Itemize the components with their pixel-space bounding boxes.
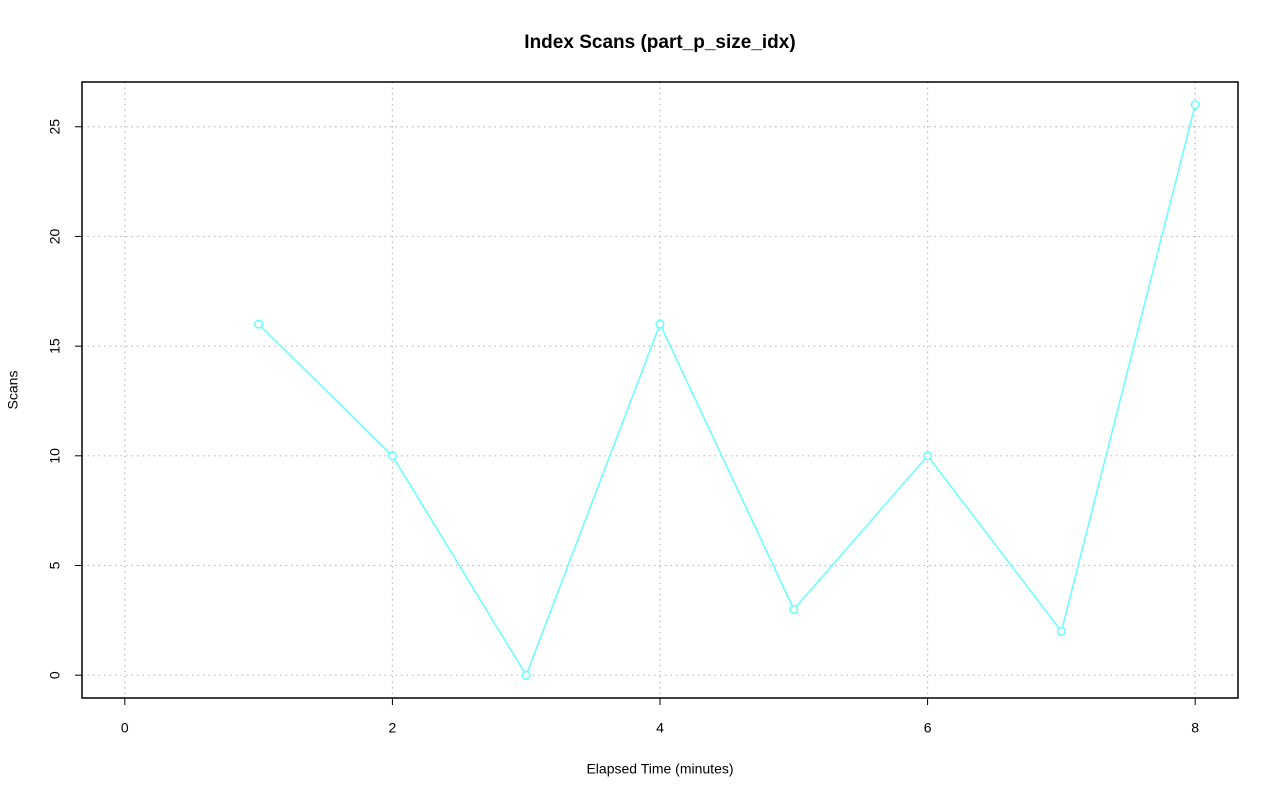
x-tick-label: 6 bbox=[924, 720, 932, 736]
data-point bbox=[789, 604, 799, 614]
y-tick-label: 10 bbox=[47, 448, 63, 464]
x-axis-label: Elapsed Time (minutes) bbox=[586, 761, 733, 777]
y-tick-label: 15 bbox=[47, 338, 63, 354]
x-tick-label: 2 bbox=[389, 720, 397, 736]
y-tick-label: 20 bbox=[47, 228, 63, 244]
plot-frame bbox=[81, 81, 1239, 699]
data-line bbox=[258, 104, 1196, 677]
x-tick-label: 0 bbox=[121, 720, 129, 736]
y-tick-label: 0 bbox=[47, 671, 63, 679]
data-point bbox=[521, 670, 531, 680]
data-point bbox=[1056, 626, 1066, 636]
data-point bbox=[254, 319, 264, 329]
y-axis-label: Scans bbox=[5, 371, 21, 410]
data-point bbox=[387, 451, 397, 461]
x-tick-label: 8 bbox=[1191, 720, 1199, 736]
y-tick-label: 5 bbox=[47, 561, 63, 569]
x-tick-label: 4 bbox=[656, 720, 664, 736]
data-point bbox=[923, 451, 933, 461]
chart-title: Index Scans (part_p_size_idx) bbox=[524, 32, 795, 53]
y-tick-label: 25 bbox=[47, 119, 63, 135]
data-point bbox=[1190, 100, 1200, 110]
data-point bbox=[655, 319, 665, 329]
